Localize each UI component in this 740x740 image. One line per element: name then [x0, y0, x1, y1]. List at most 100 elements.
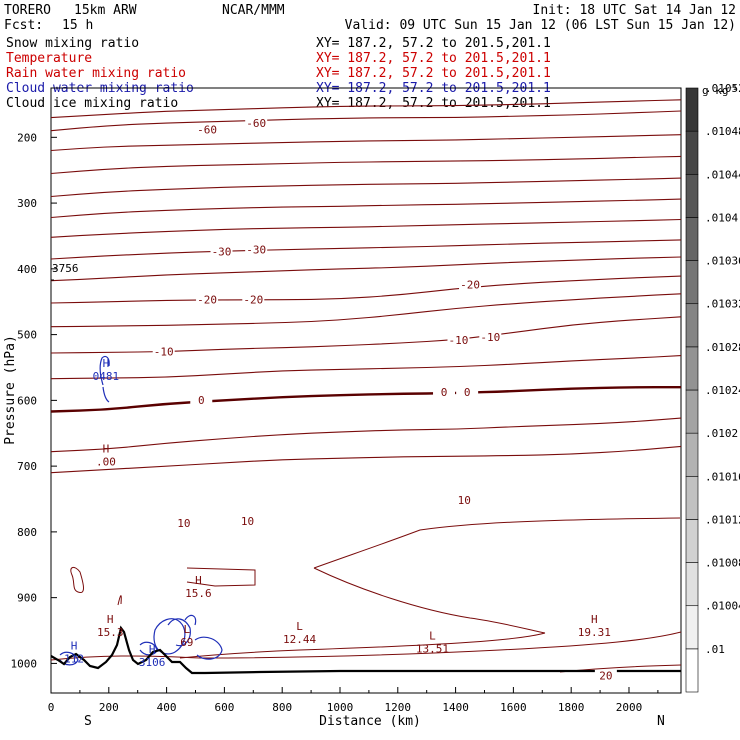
x-tick-label-7: 1400 — [442, 701, 469, 714]
isotherm-label-15: 10 — [458, 494, 471, 507]
isotherm-label-14: 10 — [241, 515, 254, 528]
colorbar-label-2: .01008 — [705, 557, 740, 570]
isotherm-label-bg-14 — [236, 515, 259, 528]
surface-layer-contour — [179, 632, 546, 659]
cloud-water-blob-6 — [184, 614, 197, 626]
colorbar-swatch-0 — [685, 648, 699, 693]
isotherm-label-bg-2 — [210, 245, 233, 258]
x-axis-title: Distance (km) — [319, 714, 421, 729]
colorbar-label-4: .01016 — [705, 470, 740, 483]
colorbar-swatch-2 — [685, 562, 699, 607]
isotherm-label-bg-15 — [453, 493, 476, 506]
isotherm-label-bg-7 — [152, 345, 175, 358]
temperature-isotherms — [50, 99, 682, 474]
isotherm-label-6: -20 — [460, 278, 480, 291]
extremum-value-1: .00 — [96, 455, 116, 468]
colorbar-label-6: .01024 — [705, 384, 740, 397]
colorbar-swatch-3 — [685, 519, 699, 563]
colorbar-swatch-13 — [685, 87, 699, 132]
isotherm-10 — [50, 293, 682, 328]
extremum-kind-4: L — [296, 620, 303, 633]
cold-tongue-contour — [313, 517, 681, 634]
isotherm-label-8: -10 — [449, 334, 469, 347]
isotherm-label-10: 0 — [198, 394, 205, 407]
x-tick-label-9: 1800 — [558, 701, 585, 714]
zero-degree-isotherm — [50, 386, 681, 413]
extremum-value-0: 0481 — [93, 370, 120, 383]
colorbar-label-11: .01044 — [705, 168, 740, 181]
colorbar-swatch-6 — [685, 389, 699, 434]
x-tick-label-2: 400 — [157, 701, 177, 714]
colorbar-label-5: .0102 — [705, 427, 738, 440]
isotherm-6 — [50, 218, 682, 238]
field-label-snow: Snow mixing ratio — [6, 36, 139, 51]
north-end-label: N — [657, 714, 665, 729]
isotherm-15 — [50, 445, 682, 474]
extremum-kind-3: H — [107, 613, 114, 626]
extremum-value-3: 15.3 — [97, 626, 124, 639]
extremum-value-2: 15.6 — [185, 587, 212, 600]
extremum-kind-0: H — [103, 357, 110, 370]
x-tick-label-4: 800 — [272, 701, 292, 714]
colorbar-label-12: .01048 — [705, 125, 740, 138]
x-axis-ticks: 0 200 400 600 800 1000 1200 1400 1600 1800 2000 — [48, 687, 659, 714]
colorbar-swatch-9 — [685, 260, 699, 305]
isotherm-label-9: -10 — [480, 331, 500, 344]
field-label-rain: Rain water mixing ratio — [6, 66, 186, 81]
isotherm-label-bg-3 — [245, 243, 268, 256]
colorbar-unit-base: g kg — [702, 84, 729, 97]
isotherm-11 — [50, 316, 682, 354]
colorbar-label-10: .0104 — [705, 211, 738, 224]
extremum-kind-9: H — [149, 643, 156, 656]
extremum-kind-2: H — [195, 574, 202, 587]
isotherm-label-16: 20 — [599, 670, 612, 683]
field-xy-cloud-ice: XY= 187.2, 57.2 to 201.5,201.1 — [316, 96, 551, 111]
isotherm-label-bg-6 — [459, 278, 482, 291]
extremum-kind-5: L — [429, 630, 436, 643]
center-name: NCAR/MMM — [222, 3, 285, 18]
isotherm-label-bg-8 — [447, 334, 470, 347]
isotherm-label-bg-1 — [245, 117, 268, 130]
extremum-value-7: 69 — [180, 636, 193, 649]
isotherm-5 — [50, 198, 682, 219]
isotherm-1 — [50, 110, 682, 132]
extremum-kind-8: H — [71, 640, 78, 653]
extremum-value-9: 3106 — [139, 656, 166, 669]
isotherm-label-13: 10 — [177, 517, 190, 530]
isotherm-label-7: -10 — [154, 345, 174, 358]
isotherm-label-bg-10 — [190, 394, 213, 407]
init-time: Init: 18 UTC Sat 14 Jan 12 — [533, 3, 737, 18]
y-tick-label-4: 600 — [17, 394, 37, 407]
colorbar-label-9: .01036 — [705, 255, 740, 268]
colorbar-unit-exponent: -1 — [729, 84, 737, 92]
isotherm-label-bg-12 — [456, 386, 479, 399]
isotherm-14 — [50, 417, 682, 453]
extremum-kind-1: H — [103, 442, 110, 455]
y-tick-label-5: 700 — [17, 460, 37, 473]
x-tick-label-6: 1200 — [385, 701, 412, 714]
isotherm-7 — [50, 239, 682, 260]
extremum-kind-7: L — [184, 623, 191, 636]
forecast-hour: 15 h — [62, 18, 93, 33]
y-tick-label-3: 500 — [17, 329, 37, 342]
field-xy-rain: XY= 187.2, 57.2 to 201.5,201.1 — [316, 66, 551, 81]
colorbar-label-13: .01052 — [705, 82, 740, 95]
isotherm-9 — [50, 275, 682, 304]
field-label-temperature: Temperature — [6, 51, 92, 66]
isotherm-13 — [50, 386, 681, 413]
isotherm-label-5: -20 — [243, 293, 263, 306]
y-tick-label-7: 900 — [17, 592, 37, 605]
cloud-water-blob-3 — [194, 636, 223, 660]
field-label-cloud-ice: Cloud ice mixing ratio — [6, 96, 178, 111]
colorbar-swatch-10 — [685, 217, 699, 261]
extremum-kind-6: H — [591, 613, 598, 626]
extremum-value-8: 112 — [64, 653, 84, 666]
colorbar-swatch-1 — [685, 605, 699, 650]
y-tick-label-2: 400 — [17, 263, 37, 276]
isotherm-label-4: -20 — [197, 293, 217, 306]
colorbar-label-3: .01012 — [705, 513, 740, 526]
field-legend: Snow mixing ratio XY= 187.2, 57.2 to 201… — [6, 36, 551, 111]
colorbar-swatch-12 — [685, 130, 699, 175]
isotherm-label-3: -30 — [246, 243, 266, 256]
